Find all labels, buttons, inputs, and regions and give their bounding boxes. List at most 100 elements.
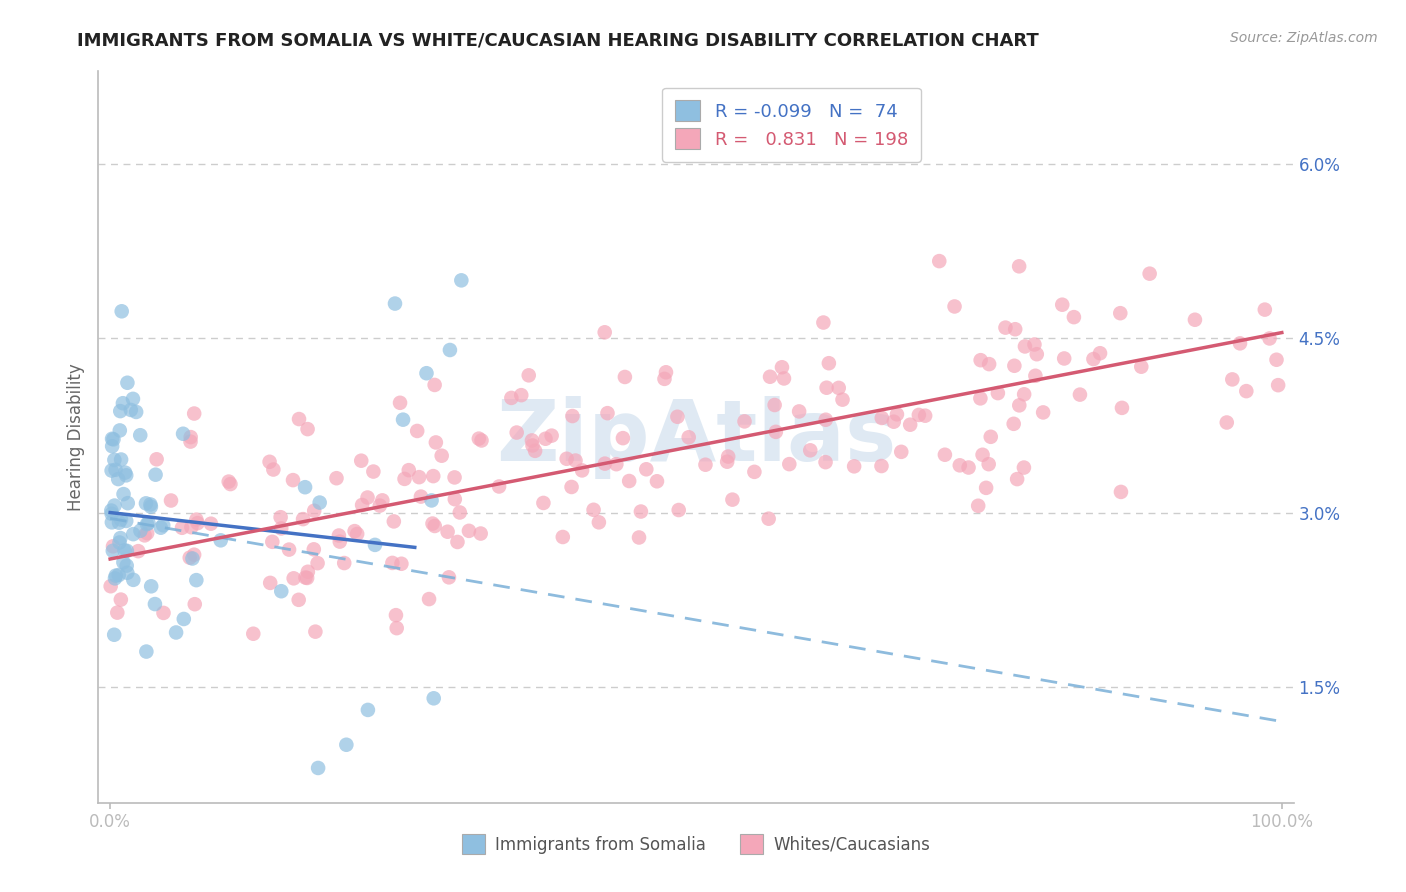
- Text: IMMIGRANTS FROM SOMALIA VS WHITE/CAUCASIAN HEARING DISABILITY CORRELATION CHART: IMMIGRANTS FROM SOMALIA VS WHITE/CAUCASI…: [77, 31, 1039, 49]
- Point: [415, 366, 437, 380]
- Point: [470, 434, 492, 448]
- Point: [1012, 387, 1035, 401]
- Point: [100, 503, 122, 517]
- Point: [613, 370, 636, 384]
- Point: [617, 474, 640, 488]
- Point: [759, 369, 782, 384]
- Point: [134, 528, 156, 542]
- Point: [612, 431, 634, 445]
- Point: [145, 467, 167, 482]
- Point: [364, 538, 387, 552]
- Point: [283, 571, 305, 585]
- Point: [980, 430, 1002, 444]
- Point: [695, 458, 717, 472]
- Point: [437, 570, 460, 584]
- Point: [219, 477, 242, 491]
- Point: [101, 539, 124, 553]
- Point: [371, 493, 394, 508]
- Point: [101, 516, 124, 530]
- Point: [1024, 337, 1046, 351]
- Point: [297, 422, 319, 436]
- Point: [582, 503, 605, 517]
- Point: [398, 463, 420, 477]
- Point: [928, 254, 950, 268]
- Point: [813, 316, 835, 330]
- Point: [1063, 310, 1085, 325]
- Point: [143, 597, 166, 611]
- Y-axis label: Hearing Disability: Hearing Disability: [66, 363, 84, 511]
- Point: [967, 499, 990, 513]
- Point: [292, 512, 315, 526]
- Point: [886, 408, 908, 422]
- Point: [522, 438, 544, 452]
- Point: [446, 535, 468, 549]
- Point: [969, 353, 991, 368]
- Point: [115, 558, 138, 573]
- Point: [534, 432, 557, 446]
- Point: [122, 573, 145, 587]
- Point: [828, 381, 851, 395]
- Point: [304, 624, 326, 639]
- Point: [773, 371, 796, 385]
- Point: [1083, 352, 1105, 367]
- Point: [368, 499, 391, 513]
- Point: [1025, 347, 1047, 361]
- Point: [799, 443, 821, 458]
- Point: [1069, 387, 1091, 401]
- Point: [101, 543, 124, 558]
- Point: [555, 451, 578, 466]
- Point: [114, 466, 136, 480]
- Point: [117, 496, 139, 510]
- Point: [389, 557, 412, 571]
- Point: [1220, 372, 1243, 386]
- Point: [135, 644, 157, 658]
- Point: [288, 412, 311, 426]
- Point: [1111, 401, 1133, 415]
- Point: [716, 455, 738, 469]
- Point: [120, 403, 142, 417]
- Point: [422, 469, 444, 483]
- Point: [501, 391, 523, 405]
- Point: [294, 480, 316, 494]
- Point: [842, 459, 865, 474]
- Point: [449, 506, 471, 520]
- Point: [655, 365, 678, 379]
- Point: [430, 449, 453, 463]
- Point: [307, 761, 329, 775]
- Point: [717, 450, 740, 464]
- Point: [443, 492, 465, 507]
- Point: [450, 273, 472, 287]
- Point: [987, 386, 1010, 401]
- Point: [1008, 398, 1031, 412]
- Point: [645, 475, 668, 489]
- Point: [101, 439, 124, 453]
- Point: [1053, 351, 1076, 366]
- Point: [439, 343, 461, 357]
- Point: [588, 516, 610, 530]
- Point: [270, 521, 292, 535]
- Point: [103, 433, 125, 447]
- Point: [115, 544, 138, 558]
- Point: [423, 378, 446, 392]
- Point: [385, 608, 408, 623]
- Point: [100, 464, 122, 478]
- Point: [103, 453, 125, 467]
- Point: [1267, 378, 1289, 392]
- Point: [125, 405, 148, 419]
- Point: [104, 568, 127, 582]
- Point: [346, 527, 368, 541]
- Point: [200, 516, 222, 531]
- Point: [1002, 417, 1025, 431]
- Point: [165, 625, 187, 640]
- Point: [170, 521, 193, 535]
- Point: [392, 412, 415, 426]
- Point: [111, 304, 134, 318]
- Point: [1265, 352, 1288, 367]
- Point: [1008, 260, 1031, 274]
- Point: [488, 479, 510, 493]
- Point: [357, 703, 380, 717]
- Point: [328, 528, 350, 542]
- Point: [406, 424, 429, 438]
- Point: [122, 527, 145, 541]
- Point: [183, 407, 205, 421]
